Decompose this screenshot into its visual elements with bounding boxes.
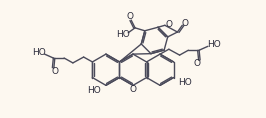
Text: HO: HO (117, 30, 130, 39)
Text: O: O (52, 67, 59, 76)
Text: HO: HO (207, 40, 221, 49)
Text: O: O (182, 19, 189, 28)
Text: HO: HO (87, 86, 101, 95)
Text: O: O (127, 12, 134, 21)
Text: O: O (130, 85, 136, 94)
Text: HO: HO (32, 48, 45, 57)
Text: HO: HO (178, 78, 192, 87)
Text: O: O (194, 59, 201, 68)
Text: O: O (165, 20, 172, 29)
